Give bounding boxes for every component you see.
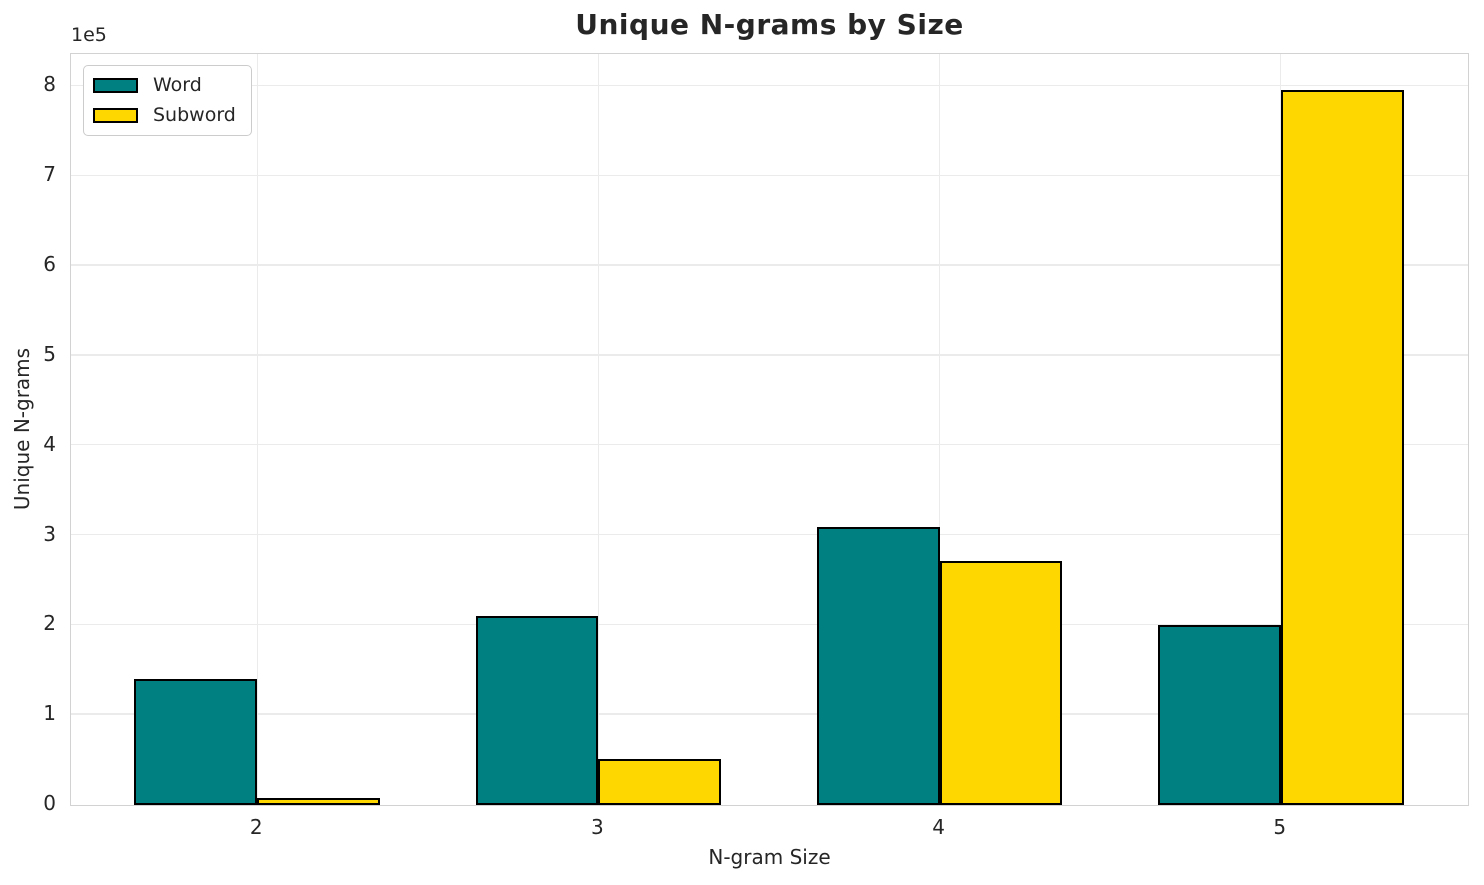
y-tick-label: 7 <box>43 162 56 187</box>
bar-subword-2 <box>257 797 381 805</box>
plot-area: Word Subword <box>70 53 1469 806</box>
y-tick-label: 3 <box>43 521 56 546</box>
v-gridline <box>597 54 600 805</box>
y-tick-label: 2 <box>43 611 56 636</box>
bar-word-2 <box>134 679 258 805</box>
legend-label: Subword <box>153 104 236 126</box>
h-gridline <box>71 174 1468 176</box>
y-axis-label: Unique N-grams <box>10 347 34 511</box>
h-gridline <box>71 533 1468 536</box>
y-tick-label: 5 <box>43 341 56 366</box>
y-axis-offset-label: 1e5 <box>71 24 107 46</box>
h-gridline <box>71 264 1468 266</box>
legend-item-word: Word <box>93 74 236 97</box>
bar-word-4 <box>816 526 940 805</box>
legend-swatch-subword <box>93 108 138 123</box>
h-gridline <box>71 354 1468 356</box>
bar-subword-3 <box>598 759 722 805</box>
h-gridline <box>71 623 1468 626</box>
y-tick-label: 4 <box>43 431 56 456</box>
legend-item-subword: Subword <box>93 104 236 127</box>
h-gridline <box>71 443 1468 446</box>
legend-label: Word <box>153 74 202 96</box>
y-tick-label: 0 <box>43 791 56 815</box>
bar-subword-4 <box>939 560 1063 805</box>
x-tick-label: 2 <box>249 815 263 839</box>
legend: Word Subword <box>83 65 252 136</box>
v-gridline <box>256 54 259 805</box>
y-tick-label: 1 <box>43 701 56 726</box>
bar-word-5 <box>1157 625 1281 805</box>
y-tick-label: 6 <box>43 252 56 277</box>
x-tick-label: 3 <box>591 815 604 839</box>
x-tick-label: 4 <box>932 815 945 839</box>
x-tick-label: 5 <box>1273 815 1287 839</box>
y-tick-label: 8 <box>43 72 56 97</box>
bar-word-3 <box>475 616 599 805</box>
h-gridline <box>71 713 1468 715</box>
chart-title: Unique N-grams by Size <box>575 8 964 41</box>
x-axis-label: N-gram Size <box>708 845 831 869</box>
bar-subword-5 <box>1280 90 1404 805</box>
v-gridline <box>938 54 941 805</box>
legend-swatch-word <box>93 78 138 93</box>
h-gridline <box>71 84 1468 87</box>
